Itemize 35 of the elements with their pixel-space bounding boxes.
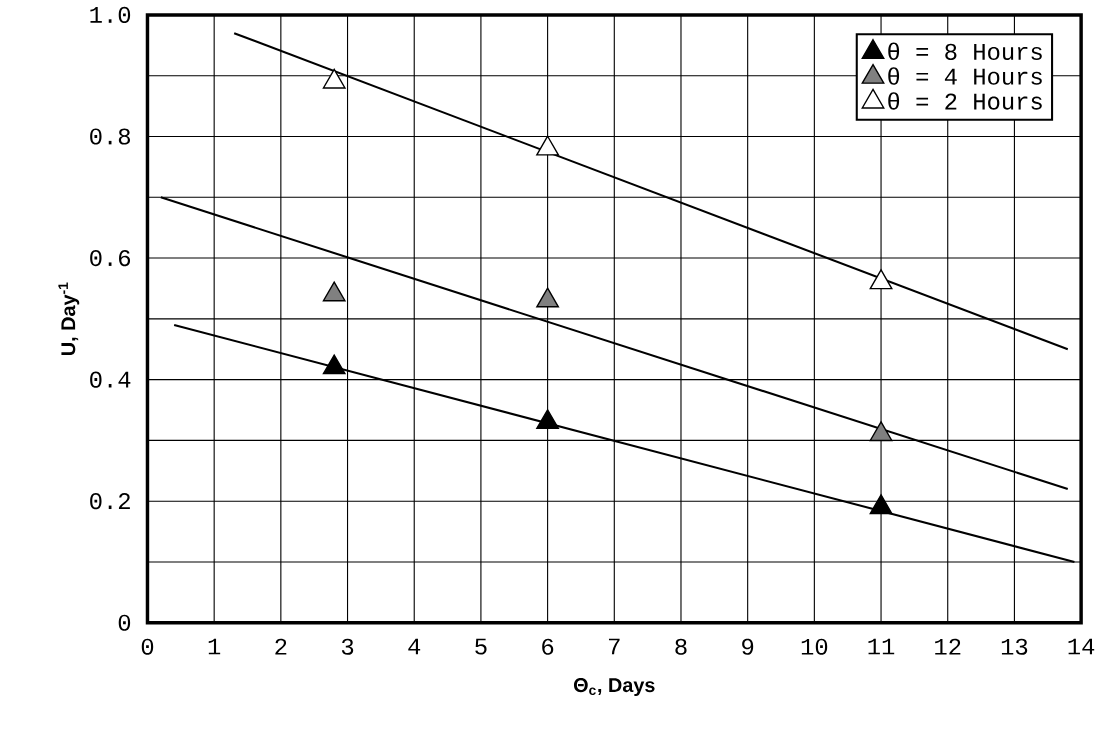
legend-label: θ = 4 Hours xyxy=(888,67,1042,85)
x-axis-title: Θ$_{c}$, Days xyxy=(573,677,655,696)
x-tick-label: 11 xyxy=(868,638,895,655)
y-tick-label: 0.8 xyxy=(90,128,131,145)
x-tick-label: 3 xyxy=(341,638,354,655)
y-tick-label: 0.4 xyxy=(90,371,131,388)
point xyxy=(536,135,560,156)
x-tick-label: 10 xyxy=(801,638,828,655)
x-tick-label: 4 xyxy=(408,638,421,655)
x-tick-label: 14 xyxy=(1068,638,1095,655)
x-tick-label: 2 xyxy=(275,638,287,655)
x-tick-label: 6 xyxy=(542,638,554,655)
point xyxy=(322,68,346,89)
x-tick-label: 8 xyxy=(675,638,687,655)
y-axis-title: U, Day$^{-1}$ xyxy=(58,282,80,355)
y-tick-label: 0 xyxy=(118,614,131,631)
point xyxy=(322,354,346,375)
x-tick-label: 12 xyxy=(935,638,961,655)
y-tick-label: 0.6 xyxy=(90,249,131,266)
y-tick-label: 0.2 xyxy=(90,492,130,510)
point xyxy=(536,408,560,429)
point xyxy=(869,493,893,514)
point xyxy=(869,421,893,442)
x-tick-label: 7 xyxy=(608,638,620,655)
x-tick-label: 9 xyxy=(742,638,754,655)
x-tick-label: 0 xyxy=(141,638,154,655)
legend-label: θ = 2 Hours xyxy=(888,91,1042,110)
point xyxy=(869,269,893,290)
point xyxy=(536,287,560,308)
x-tick-label: 1 xyxy=(208,638,221,655)
y-tick-label: 1.0 xyxy=(90,6,131,23)
point xyxy=(322,281,346,302)
x-tick-label: 13 xyxy=(1001,638,1028,655)
legend-label: θ = 8 Hours xyxy=(888,42,1042,60)
x-tick-label: 5 xyxy=(475,638,487,655)
